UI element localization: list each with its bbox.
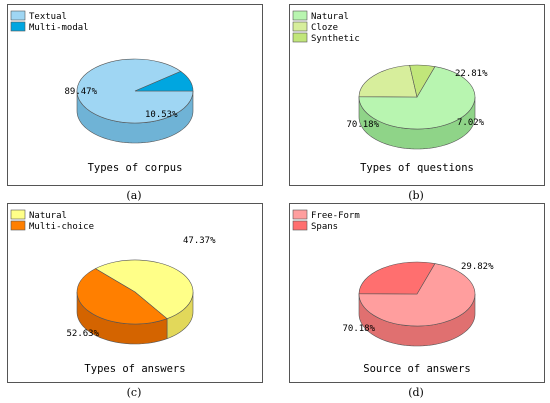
legend-swatch-2 <box>10 21 26 32</box>
chart-title: Types of questions <box>360 162 474 174</box>
legend-label-2: Spans <box>311 222 338 232</box>
legend-label-2: Cloze <box>311 23 338 33</box>
legend-label-1: Natural <box>29 211 67 221</box>
panel-label-b: (b) <box>408 189 424 202</box>
slice-label-1: 89.47% <box>64 87 97 97</box>
pie-slice-3 <box>409 64 436 98</box>
pie-panel-a: 89.47% 10.53% Textual Multi-modal Types of c… <box>7 4 263 186</box>
legend-label-3: Synthetic <box>311 34 360 44</box>
slice-label-3: 7.02% <box>457 118 485 128</box>
legend-label-1: Free-Form <box>311 211 360 221</box>
legend-swatch-3 <box>292 32 308 43</box>
chart-title: Source of answers <box>363 363 470 375</box>
pie-slice-1 <box>94 259 194 320</box>
pie-slice-2 <box>358 261 436 295</box>
legend-swatch-1 <box>292 10 308 21</box>
pie-panel-d: 70.18% 29.82% Free-Form Spans Source of answ… <box>289 203 545 383</box>
pie-slice-1 <box>358 66 476 130</box>
pie-slice-2 <box>358 64 418 98</box>
pie-slice-2 <box>134 70 194 92</box>
panel-label-d: (d) <box>408 386 424 399</box>
legend-swatch-2 <box>292 21 308 32</box>
legend-swatch-1 <box>10 209 26 220</box>
pie-panel-c: 52.63% 47.37% Natural Multi-choice Types of … <box>7 203 263 383</box>
legend-swatch-1 <box>10 10 26 21</box>
legend-label-1: Textual <box>29 12 67 22</box>
slice-label-2: 29.82% <box>461 262 494 272</box>
slice-label-2: 22.81% <box>455 69 488 79</box>
panel-label-a: (a) <box>126 189 142 202</box>
legend-swatch-2 <box>10 220 26 231</box>
legend-label-2: Multi-choice <box>29 222 94 232</box>
chart-title: Types of corpus <box>88 162 183 174</box>
pie-slice-1 <box>358 263 476 327</box>
slice-label-1: 52.63% <box>66 329 99 339</box>
legend-swatch-1 <box>292 209 308 220</box>
pie-slice-2 <box>76 268 168 325</box>
slice-label-1: 70.18% <box>342 324 375 334</box>
legend-swatch-2 <box>292 220 308 231</box>
legend-label-2: Multi-modal <box>29 23 89 33</box>
slice-label-2: 10.53% <box>145 110 178 120</box>
slice-label-1: 70.18% <box>346 120 379 130</box>
legend-label-1: Natural <box>311 12 349 22</box>
pie-panel-b: 70.18% 22.81% 7.02% Natural Cloze Synthetic Ty… <box>289 4 545 186</box>
slice-label-2: 47.37% <box>183 236 216 246</box>
panel-label-c: (c) <box>126 386 142 399</box>
chart-title: Types of answers <box>84 363 185 375</box>
